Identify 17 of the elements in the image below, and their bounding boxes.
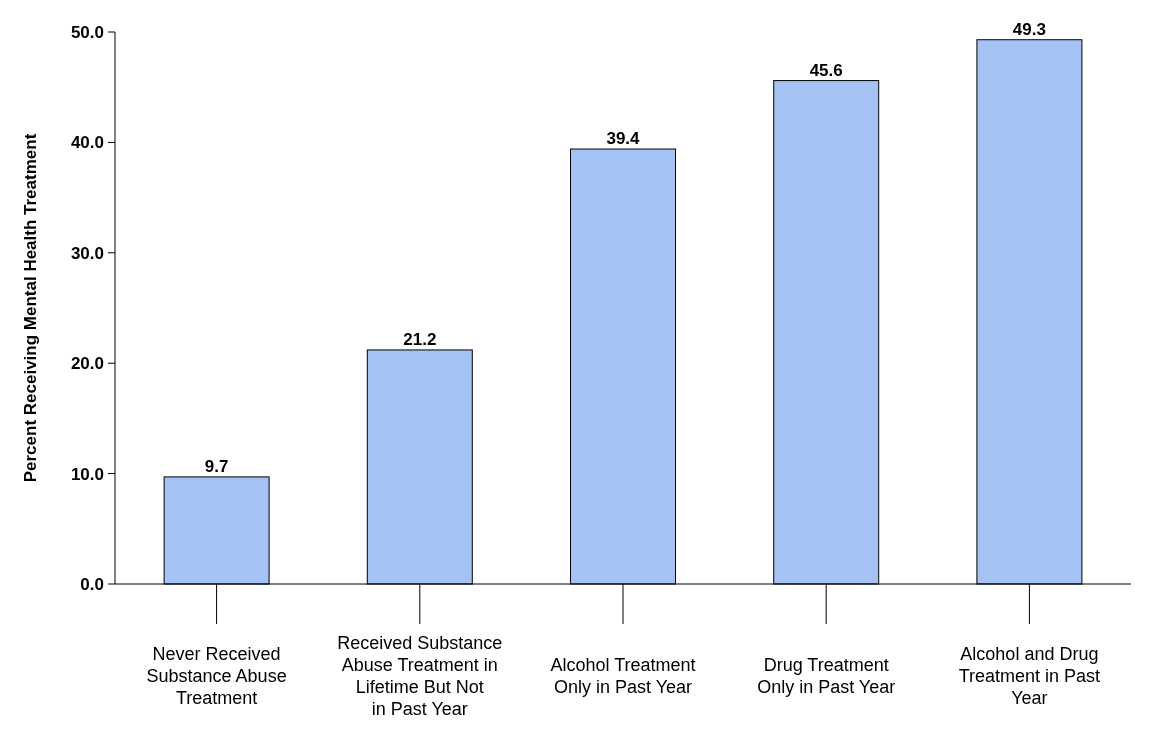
x-tick-label: Received Substance Abuse Treatment in Lifetime But Not in Past Year (337, 633, 503, 720)
x-tick-label: Alcohol and Drug Treatment in Past Year (958, 644, 1101, 709)
y-tick-label: 50.0 (70, 22, 104, 42)
data-label: 49.3 (1012, 19, 1046, 39)
x-tick-label: Never Received Substance Abuse Treatment (146, 644, 287, 709)
y-tick-label: 10.0 (70, 464, 104, 484)
data-label: 39.4 (606, 129, 641, 149)
data-label: 21.2 (403, 329, 437, 349)
y-tick-label: 0.0 (80, 574, 104, 594)
data-label: 9.7 (204, 456, 229, 476)
y-tick-label: 20.0 (70, 354, 104, 374)
x-tick-label: Alcohol Treatment Only in Past Year (550, 655, 696, 698)
x-tick-label: Drug Treatment Only in Past Year (757, 655, 896, 698)
data-label: 45.6 (809, 60, 843, 80)
y-axis-title: Percent Receiving Mental Health Treatment (21, 133, 40, 483)
y-tick-label: 30.0 (70, 243, 104, 263)
y-tick-label: 40.0 (70, 133, 104, 153)
